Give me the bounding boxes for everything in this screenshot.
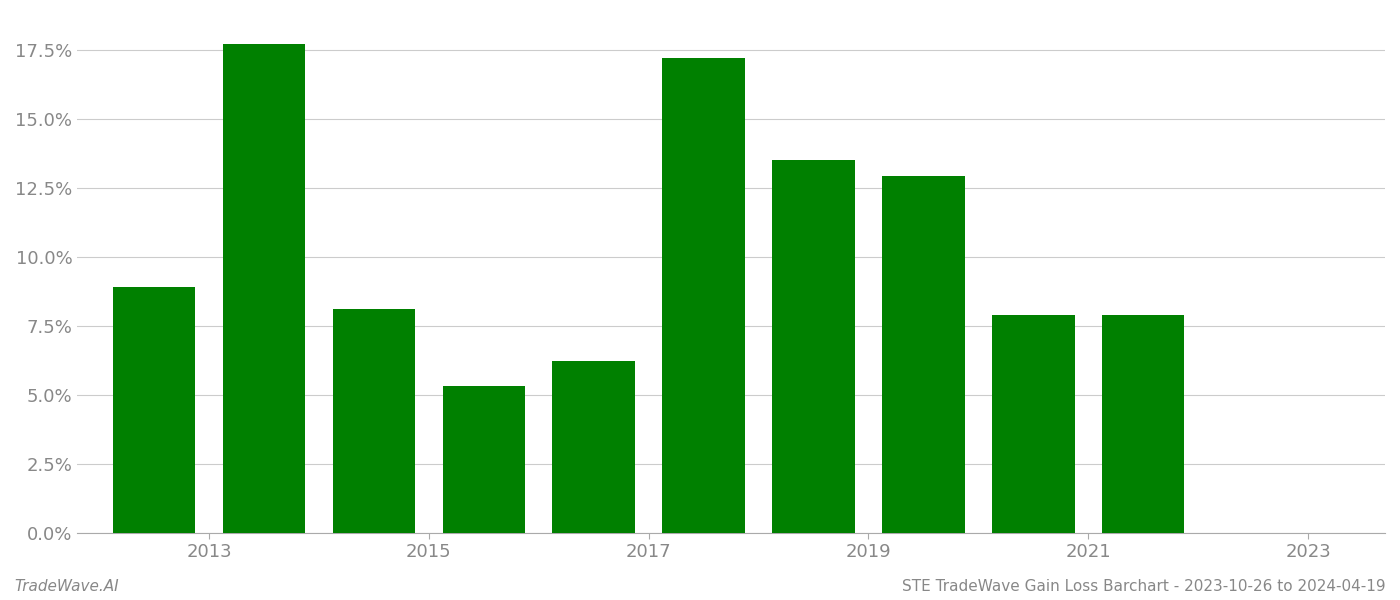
Bar bbox=[333, 309, 414, 533]
Text: TradeWave.AI: TradeWave.AI bbox=[14, 579, 119, 594]
Bar bbox=[662, 58, 745, 533]
Bar bbox=[773, 160, 855, 533]
Bar bbox=[553, 361, 634, 533]
Text: STE TradeWave Gain Loss Barchart - 2023-10-26 to 2024-04-19: STE TradeWave Gain Loss Barchart - 2023-… bbox=[903, 579, 1386, 594]
Bar bbox=[993, 314, 1075, 533]
Bar bbox=[113, 287, 195, 533]
Bar bbox=[223, 44, 305, 533]
Bar bbox=[442, 386, 525, 533]
Bar bbox=[1102, 314, 1184, 533]
Bar bbox=[882, 176, 965, 533]
